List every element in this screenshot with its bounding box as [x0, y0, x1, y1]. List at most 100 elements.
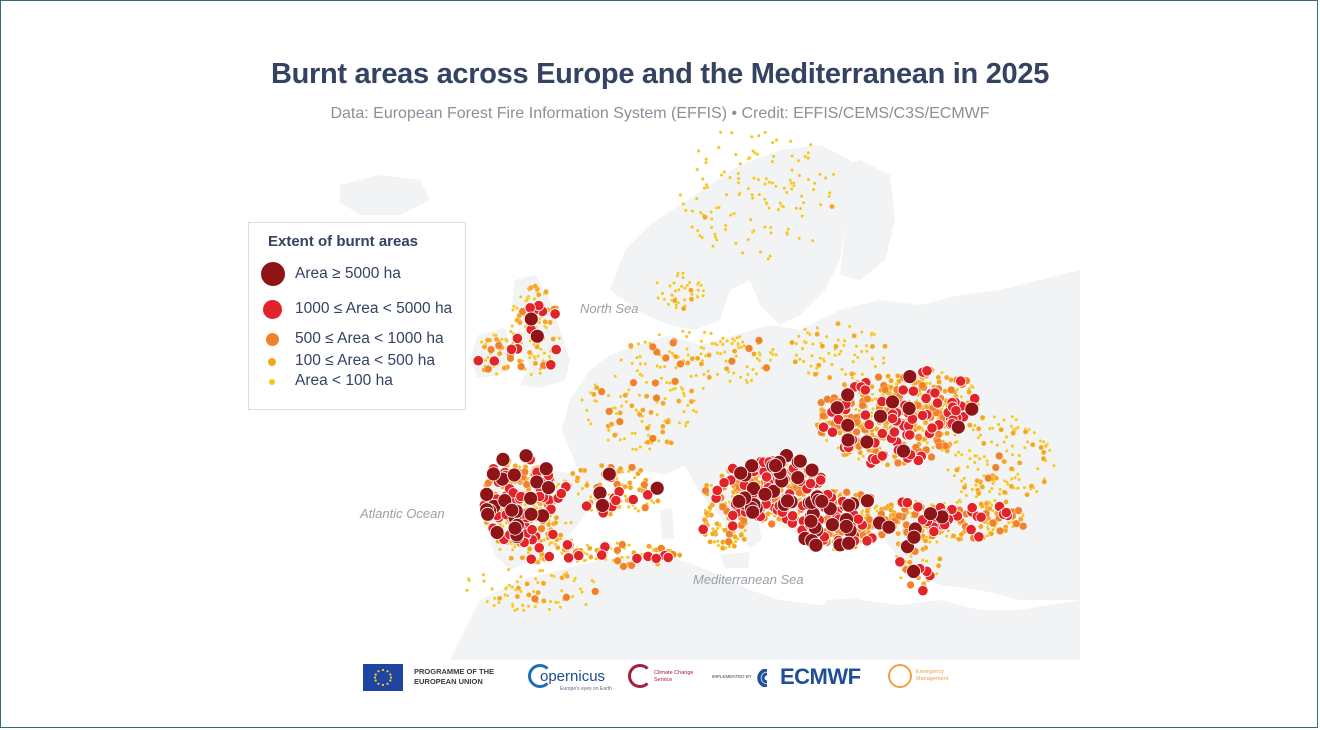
dot-s	[552, 520, 559, 526]
dot-xl	[485, 466, 501, 482]
dot-xs	[1005, 480, 1010, 485]
dot-s	[789, 339, 795, 346]
dot-xs	[771, 154, 776, 159]
dot-s	[660, 400, 666, 407]
dot-s	[942, 388, 948, 394]
dot-xs	[690, 225, 695, 229]
dot-s	[688, 388, 695, 394]
dot-xl	[529, 328, 545, 344]
dot-l	[928, 525, 940, 538]
page-subtitle: Data: European Forest Fire Information S…	[330, 105, 990, 122]
dot-s	[841, 381, 848, 388]
dot-xs	[685, 347, 689, 351]
dot-xs	[634, 408, 639, 412]
dot-xs	[699, 339, 704, 344]
dot-xs	[586, 418, 591, 422]
dot-xs	[505, 338, 509, 343]
dot-xs	[699, 283, 704, 288]
dot-m	[640, 480, 649, 489]
dot-xs	[750, 196, 755, 200]
dot-s	[1001, 489, 1008, 496]
dot-xl	[825, 517, 840, 533]
dot-xs	[681, 275, 685, 280]
dot-xl	[523, 311, 539, 327]
dot-xs	[745, 380, 750, 385]
dot-s	[532, 360, 539, 367]
dot-s	[535, 589, 541, 596]
dot-xs	[592, 398, 597, 403]
dot-xs	[681, 391, 686, 396]
dot-xs	[515, 306, 519, 310]
dot-xs	[850, 376, 855, 380]
dot-xs	[620, 555, 624, 560]
dot-xs	[852, 353, 857, 357]
dot-m	[996, 526, 1004, 535]
dot-xs	[1004, 449, 1009, 453]
dot-l	[876, 450, 888, 462]
dot-l	[966, 502, 978, 514]
dot-m	[881, 385, 890, 394]
dot-xs	[991, 527, 995, 532]
dot-s	[998, 426, 1004, 433]
dot-s	[627, 484, 634, 491]
dot-xs	[704, 157, 709, 161]
dot-xs	[959, 479, 964, 483]
dot-s	[688, 296, 695, 302]
dot-l	[859, 409, 872, 421]
dot-xs	[547, 354, 552, 359]
dot-xs	[993, 498, 997, 503]
dot-xs	[681, 202, 686, 206]
dot-xs	[718, 351, 723, 356]
dot-xs	[774, 138, 779, 142]
dot-s	[1038, 444, 1044, 451]
dot-xs	[683, 423, 688, 428]
dot-xl	[885, 394, 900, 410]
dot-xs	[764, 176, 769, 181]
dot-xs	[1010, 452, 1015, 457]
dot-xs	[748, 217, 753, 222]
dot-s	[954, 467, 960, 473]
legend-dot-xl	[261, 262, 285, 286]
dot-s	[978, 523, 984, 530]
dot-xs	[717, 205, 721, 210]
dot-xs	[719, 173, 724, 177]
dot-xs	[548, 599, 553, 604]
dot-xs	[662, 297, 667, 302]
dot-xs	[548, 540, 553, 545]
dot-xs	[909, 554, 913, 559]
dot-xs	[722, 170, 727, 174]
dot-s	[935, 374, 942, 381]
north-sea-label: North Sea	[580, 301, 639, 316]
dot-xs	[978, 433, 983, 437]
dot-s	[814, 331, 820, 337]
dot-l	[697, 523, 709, 535]
dot-xs	[655, 364, 659, 368]
dot-s	[542, 319, 548, 325]
dot-s	[706, 374, 713, 381]
dot-xs	[494, 372, 499, 376]
dot-s	[966, 389, 972, 395]
dot-l	[894, 556, 906, 568]
dot-s	[496, 595, 503, 602]
dot-xl	[906, 563, 921, 579]
dot-xs	[729, 130, 734, 135]
dot-xs	[701, 293, 705, 298]
dot-xs	[822, 359, 827, 363]
dot-xs	[590, 578, 594, 583]
emergency-management-logo-icon	[888, 664, 912, 688]
dot-xl	[792, 453, 808, 469]
dot-m	[484, 365, 493, 374]
dot-s	[629, 402, 635, 409]
dot-xs	[532, 355, 537, 359]
dot-xs	[518, 295, 523, 299]
dot-s	[586, 545, 593, 552]
dot-s	[731, 543, 738, 549]
dot-l	[511, 332, 523, 344]
dot-xs	[538, 347, 543, 352]
dot-m	[947, 385, 956, 394]
dot-xs	[743, 528, 748, 533]
dot-s	[1018, 516, 1024, 522]
dot-m	[995, 451, 1004, 460]
dot-xs	[503, 593, 507, 597]
dot-l	[642, 489, 654, 501]
